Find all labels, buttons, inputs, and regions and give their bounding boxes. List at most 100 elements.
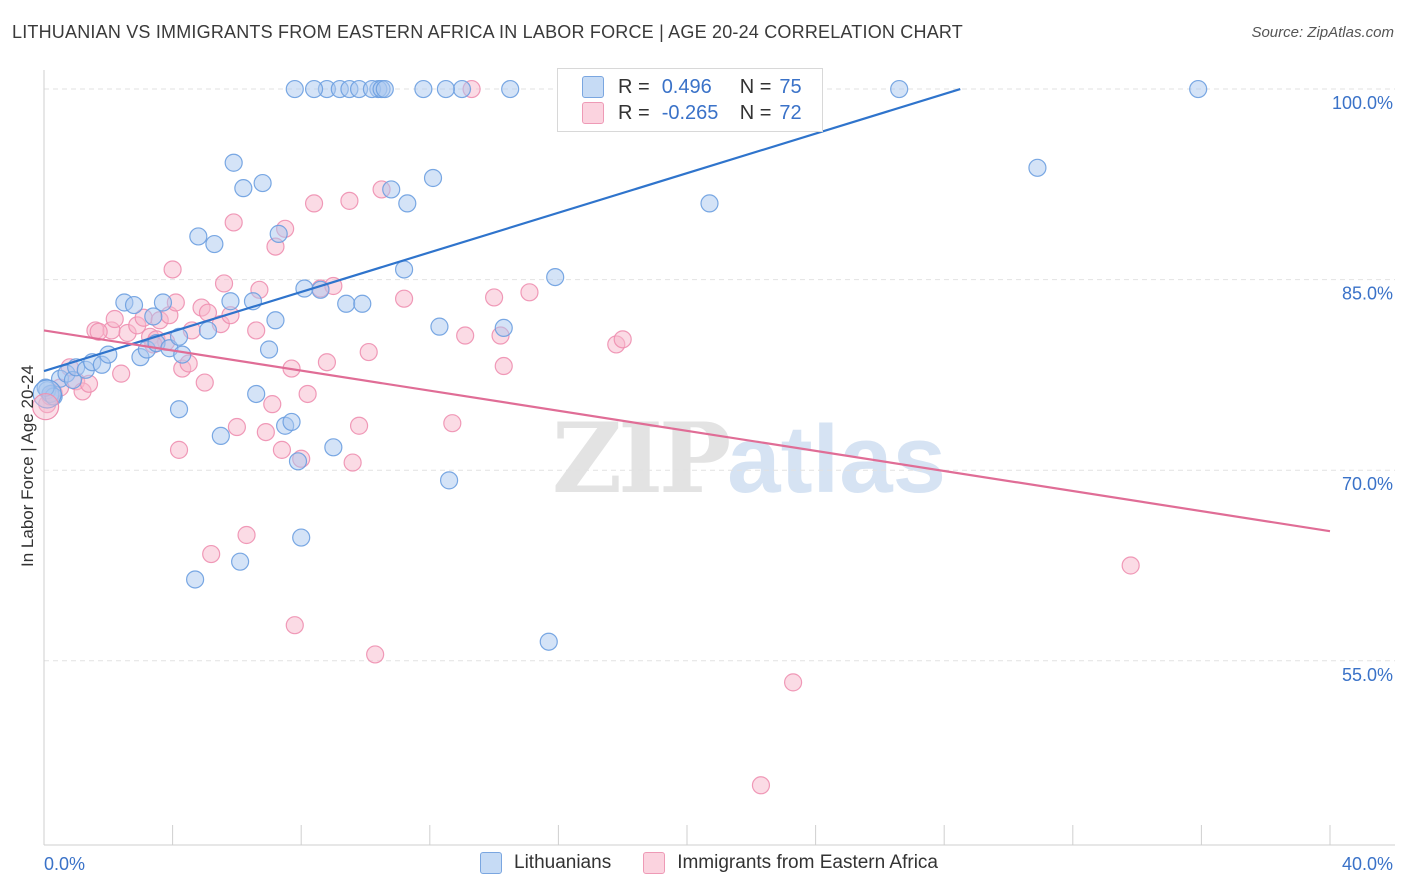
point-lithuanians <box>205 234 224 254</box>
point-eastern-africa <box>195 373 214 392</box>
y-tick-label: 100.0% <box>1332 93 1393 113</box>
point-lithuanians <box>423 168 443 188</box>
legend-item-eastern-africa[interactable]: Immigrants from Eastern Africa <box>643 852 938 874</box>
point-lithuanians <box>259 340 279 359</box>
point-eastern-africa <box>105 309 124 329</box>
point-lithuanians <box>452 79 472 99</box>
point-lithuanians <box>1189 79 1208 99</box>
point-lithuanians <box>224 153 243 172</box>
y-tick-label: 70.0% <box>1342 474 1393 494</box>
legend-swatch-lithuanians <box>582 76 604 98</box>
point-lithuanians <box>501 79 520 99</box>
point-lithuanians <box>494 318 513 338</box>
point-eastern-africa <box>613 330 632 349</box>
point-lithuanians <box>337 294 356 313</box>
point-eastern-africa <box>751 776 771 795</box>
n-label: N = <box>739 101 772 124</box>
point-eastern-africa <box>783 673 803 692</box>
point-lithuanians <box>439 471 459 490</box>
point-lithuanians <box>1028 158 1047 177</box>
point-lithuanians <box>353 294 372 313</box>
y-axis-title: In Labor Force | Age 20-24 <box>18 365 37 567</box>
point-eastern-africa <box>256 422 275 442</box>
point-eastern-africa <box>163 260 182 279</box>
point-lithuanians <box>124 295 144 315</box>
point-lithuanians <box>186 570 205 589</box>
stats-legend: R = 0.496 N = 75 R = -0.265 N = 72 <box>557 68 823 132</box>
point-eastern-africa <box>304 194 324 213</box>
point-eastern-africa <box>485 288 504 307</box>
point-lithuanians <box>285 79 304 99</box>
point-eastern-africa <box>237 525 256 545</box>
point-lithuanians <box>198 321 218 340</box>
point-eastern-africa <box>32 393 60 421</box>
legend-item-lithuanians[interactable]: Lithuanians <box>480 852 611 874</box>
legend-label-lithuanians: Lithuanians <box>514 852 612 873</box>
point-lithuanians <box>36 378 55 397</box>
n-value: 75 <box>779 75 802 98</box>
point-lithuanians <box>304 79 324 99</box>
r-value: 0.496 <box>661 75 712 98</box>
point-lithuanians <box>398 194 417 213</box>
series-legend: Lithuanians Immigrants from Eastern Afri… <box>480 852 970 874</box>
point-eastern-africa <box>359 342 378 362</box>
x-tick-label: 40.0% <box>1342 854 1393 874</box>
x-tick-label: 0.0% <box>44 854 85 874</box>
point-eastern-africa <box>494 356 513 376</box>
point-lithuanians <box>700 194 719 213</box>
point-eastern-africa <box>298 384 317 404</box>
point-eastern-africa <box>394 289 414 308</box>
point-lithuanians <box>890 79 909 99</box>
legend-row-eastern-africa: R = -0.265 N = 72 <box>582 100 802 126</box>
point-lithuanians <box>375 79 394 99</box>
point-lithuanians <box>288 452 308 471</box>
legend-row-lithuanians: R = 0.496 N = 75 <box>582 74 802 100</box>
point-eastern-africa <box>272 440 292 459</box>
r-label: R = <box>618 75 650 98</box>
point-eastern-africa <box>349 416 369 435</box>
point-eastern-africa <box>202 544 221 564</box>
point-lithuanians <box>324 438 343 457</box>
point-eastern-africa <box>343 453 362 472</box>
point-lithuanians <box>382 180 401 199</box>
source-label: Source: ZipAtlas.com <box>1251 24 1394 41</box>
point-lithuanians <box>394 260 414 279</box>
point-lithuanians <box>247 384 266 404</box>
point-lithuanians <box>231 552 250 571</box>
legend-label-eastern-africa: Immigrants from Eastern Africa <box>677 852 938 873</box>
chart-title: LITHUANIAN VS IMMIGRANTS FROM EASTERN AF… <box>12 22 963 42</box>
trendline-eastern-africa <box>43 329 1331 533</box>
point-eastern-africa <box>224 213 243 232</box>
point-lithuanians <box>266 311 285 330</box>
point-lithuanians <box>189 227 208 246</box>
point-eastern-africa <box>214 274 234 293</box>
n-value: 72 <box>779 101 802 124</box>
y-tick-label: 85.0% <box>1342 284 1393 304</box>
point-eastern-africa <box>317 353 337 372</box>
point-eastern-africa <box>227 417 246 437</box>
legend-swatch-eastern-africa <box>582 102 604 124</box>
point-lithuanians <box>173 345 192 364</box>
point-lithuanians <box>234 179 253 198</box>
point-eastern-africa <box>443 414 462 433</box>
legend-swatch-lithuanians <box>480 852 502 874</box>
r-value: -0.265 <box>661 101 719 124</box>
y-tick-label: 55.0% <box>1342 665 1393 685</box>
n-label: N = <box>739 75 772 98</box>
r-label: R = <box>618 101 650 124</box>
point-lithuanians <box>144 307 163 326</box>
point-lithuanians <box>292 528 311 547</box>
point-lithuanians <box>211 426 230 446</box>
point-lithuanians <box>436 79 455 99</box>
point-lithuanians <box>269 224 288 243</box>
point-lithuanians <box>546 267 565 287</box>
point-lithuanians <box>282 412 301 432</box>
point-eastern-africa <box>285 616 304 635</box>
point-lithuanians <box>153 293 173 312</box>
point-eastern-africa <box>89 322 108 341</box>
point-eastern-africa <box>169 440 189 459</box>
point-lithuanians <box>169 327 189 346</box>
point-lithuanians <box>169 400 189 419</box>
trendline-lithuanians <box>43 88 961 373</box>
